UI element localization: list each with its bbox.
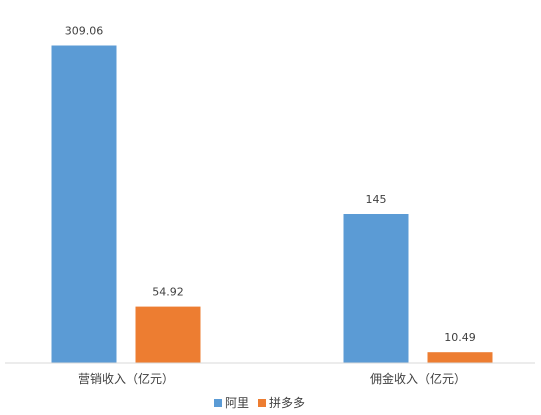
category-labels-layer: 营销收入（亿元） 佣金收入（亿元） xyxy=(78,371,466,386)
legend-swatch-pdd xyxy=(258,399,266,407)
data-label-ali-1: 145 xyxy=(366,193,387,206)
bar-ali-1 xyxy=(343,214,409,363)
data-label-pdd-0: 54.92 xyxy=(152,286,184,299)
bar-pdd-0 xyxy=(135,306,201,363)
category-label-1: 佣金收入（亿元） xyxy=(370,371,466,386)
legend: 阿里 拼多多 xyxy=(214,396,305,410)
legend-swatch-ali xyxy=(214,399,222,407)
category-label-0: 营销收入（亿元） xyxy=(78,371,174,386)
data-labels-layer: 309.06 145 54.92 10.49 xyxy=(65,25,476,345)
bars-layer xyxy=(51,45,493,363)
data-label-pdd-1: 10.49 xyxy=(444,331,476,344)
data-label-ali-0: 309.06 xyxy=(65,25,104,38)
legend-label-ali: 阿里 xyxy=(225,396,249,410)
bar-pdd-1 xyxy=(427,352,493,363)
legend-label-pdd: 拼多多 xyxy=(269,396,305,410)
bar-ali-0 xyxy=(51,45,117,363)
